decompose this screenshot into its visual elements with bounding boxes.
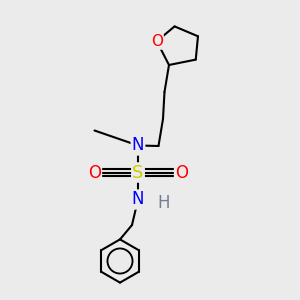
- Text: O: O: [151, 34, 163, 49]
- Text: N: N: [132, 190, 144, 208]
- Text: S: S: [132, 164, 144, 181]
- Text: N: N: [132, 136, 144, 154]
- Text: H: H: [157, 194, 170, 212]
- Text: O: O: [175, 164, 188, 181]
- Text: O: O: [88, 164, 101, 181]
